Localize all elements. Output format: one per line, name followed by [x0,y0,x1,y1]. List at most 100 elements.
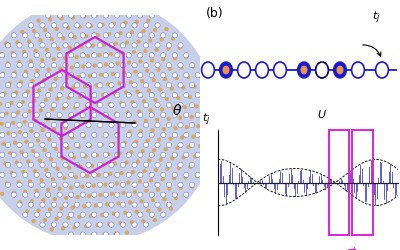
Circle shape [126,132,131,138]
Circle shape [34,92,39,98]
Circle shape [149,33,154,38]
Circle shape [12,121,15,125]
Circle shape [14,91,18,94]
Circle shape [172,152,177,158]
Circle shape [6,132,10,135]
Circle shape [48,138,51,141]
Circle shape [46,33,51,38]
Circle shape [76,195,80,199]
Circle shape [103,92,108,98]
Circle shape [205,154,208,157]
Circle shape [40,63,45,68]
Circle shape [190,182,194,187]
Circle shape [172,132,177,138]
Circle shape [190,102,194,108]
Circle shape [184,92,189,98]
Circle shape [84,224,88,228]
Circle shape [69,132,74,138]
Circle shape [192,135,195,138]
Circle shape [144,182,149,187]
Circle shape [172,72,177,78]
Circle shape [115,192,120,197]
Circle shape [34,212,39,217]
Circle shape [80,92,85,98]
Circle shape [10,101,13,105]
Circle shape [94,14,98,17]
Circle shape [115,112,120,118]
Circle shape [88,4,91,8]
Circle shape [0,92,5,98]
Circle shape [103,72,108,78]
Circle shape [40,122,45,128]
Circle shape [28,110,31,113]
Circle shape [51,162,57,168]
Circle shape [177,166,181,170]
Circle shape [5,102,10,108]
Circle shape [91,234,94,237]
Circle shape [0,122,4,126]
Circle shape [74,3,80,8]
Circle shape [101,93,105,96]
Circle shape [69,72,74,78]
Circle shape [120,182,126,187]
Circle shape [120,142,126,148]
Circle shape [28,180,32,183]
Circle shape [100,143,104,147]
Circle shape [34,132,39,138]
Circle shape [109,52,113,56]
Circle shape [107,222,111,226]
Text: (b): (b) [206,8,224,20]
Circle shape [118,152,122,155]
Text: $t_j$: $t_j$ [372,10,380,26]
Circle shape [138,192,143,197]
Circle shape [123,141,126,144]
Circle shape [108,172,112,176]
Circle shape [28,102,34,108]
Circle shape [136,90,139,94]
Circle shape [103,33,108,38]
Circle shape [184,176,187,179]
Circle shape [84,154,87,158]
Circle shape [298,62,310,78]
Circle shape [166,162,172,168]
Circle shape [64,196,68,200]
Circle shape [69,112,74,118]
Circle shape [61,226,65,230]
Circle shape [184,132,189,138]
Circle shape [129,80,132,84]
Circle shape [36,139,40,142]
Circle shape [132,122,137,128]
Circle shape [114,232,117,235]
Circle shape [207,92,212,98]
Circle shape [70,66,74,69]
Circle shape [147,89,151,92]
Circle shape [109,43,114,48]
Circle shape [23,120,26,124]
Circle shape [95,154,99,157]
Circle shape [103,212,108,217]
Circle shape [17,63,22,68]
Circle shape [143,169,146,173]
Circle shape [105,202,109,206]
Circle shape [144,63,149,68]
Circle shape [130,30,134,34]
Circle shape [78,215,81,219]
Circle shape [0,102,2,106]
Circle shape [155,23,160,28]
Circle shape [170,157,174,160]
Circle shape [161,53,166,58]
Circle shape [109,23,114,28]
Circle shape [195,104,198,108]
Circle shape [190,162,194,168]
Circle shape [115,92,120,98]
Circle shape [207,112,212,118]
Circle shape [156,188,160,192]
Circle shape [155,43,160,48]
Circle shape [57,132,62,138]
Circle shape [29,60,32,63]
Text: $U$: $U$ [317,108,327,120]
Circle shape [126,112,131,118]
Circle shape [98,123,102,127]
Circle shape [109,122,114,128]
Circle shape [28,122,34,128]
